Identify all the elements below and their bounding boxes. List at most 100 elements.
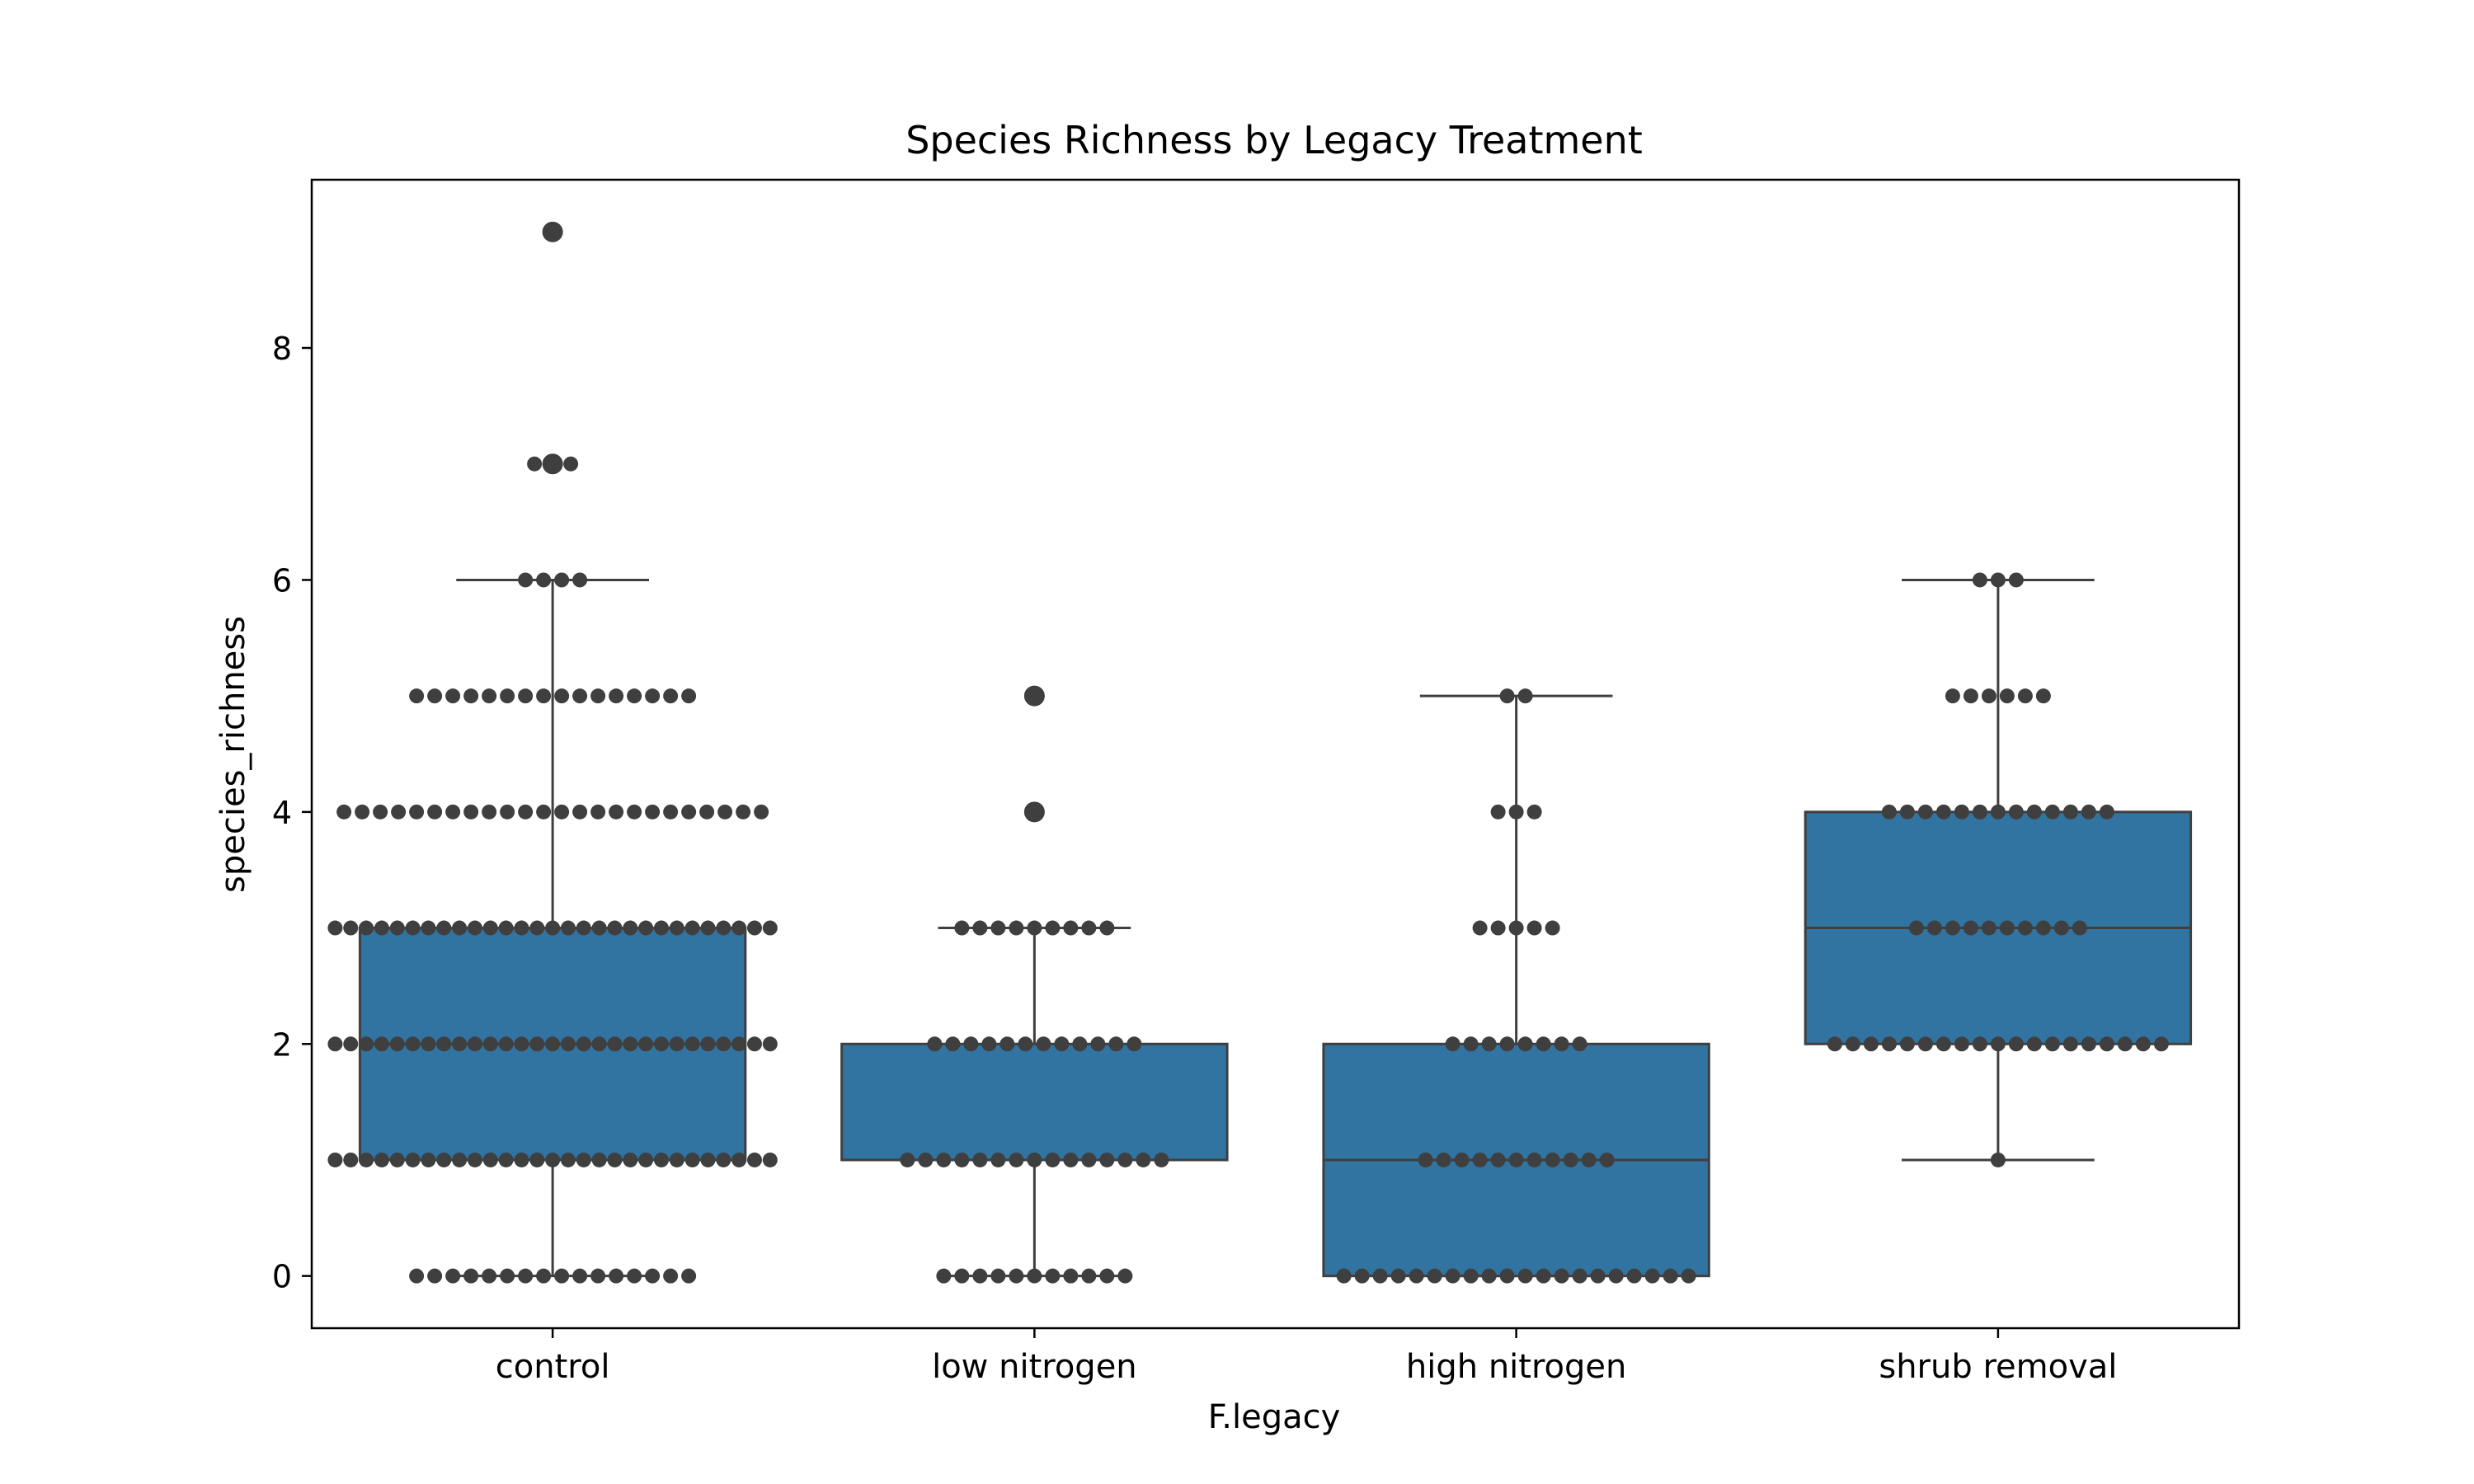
swarm-point [467,1036,482,1052]
swarm-point [638,920,654,936]
swarm-point [746,1152,762,1167]
swarm-point [2099,1036,2114,1052]
plot-frame [310,178,2241,1330]
y-tick-label: 2 [272,1026,292,1063]
swarm-point [1045,920,1061,936]
swarm-point [990,920,1006,936]
box-iqr [840,1042,1229,1162]
swarm-point [2035,688,2051,704]
swarm-point [1045,1152,1061,1167]
swarm-point [945,1036,961,1052]
swarm-point [1454,1152,1470,1167]
swarm-point [545,920,561,936]
swarm-point [2026,804,2042,819]
swarm-point [1027,804,1042,819]
swarm-point [500,1268,515,1284]
swarm-point [2035,920,2051,936]
swarm-point [1418,1152,1433,1167]
swarm-point [1536,1036,1551,1052]
swarm-point [2017,688,2033,704]
swarm-point [1954,1036,1969,1052]
swarm-point [591,920,607,936]
swarm-point [2081,804,2096,819]
swarm-point [1945,688,1960,704]
swarm-point [645,804,661,819]
x-axis: control low nitrogen high nitrogen shrub re… [496,1328,2117,1386]
swarm-point [576,920,591,936]
swarm-point [560,920,576,936]
y-tick-label: 4 [272,795,292,831]
swarm-point [327,1152,343,1167]
swarm-point [981,1036,997,1052]
swarm-point [427,688,443,704]
swarm-point [1917,1036,1933,1052]
swarm-point [389,1152,405,1167]
swarm-point [2153,1036,2169,1052]
swarm-point [327,1036,343,1052]
swarm-point [1881,1036,1897,1052]
swarm-point [1009,920,1024,936]
swarm-point [1517,1036,1533,1052]
swarm-point [990,1152,1006,1167]
swarm-point [359,1036,374,1052]
swarm-point [1081,1268,1097,1284]
swarm-point [529,1036,545,1052]
x-tick-label: shrub removal [1879,1348,2117,1386]
swarm-point [1063,920,1079,936]
swarm-point [359,1152,374,1167]
swarm-point [427,804,443,819]
swarm-point [681,1268,697,1284]
swarm-point [1990,804,2006,819]
swarm-point [1517,1268,1533,1284]
swarm-point [482,688,497,704]
swarm-point [1099,1268,1115,1284]
swarm-point [1581,1152,1597,1167]
swarm-point [1090,1036,1106,1052]
swarm-point [2044,1036,2060,1052]
swarm-point [1045,1268,1061,1284]
swarm-point [1372,1268,1388,1284]
swarm-point [529,1152,545,1167]
swarm-point [409,804,425,819]
swarm-point [1390,1268,1406,1284]
swarm-point [607,1036,623,1052]
swarm-point [1490,804,1506,819]
swarm-point [1981,688,1997,704]
box-group [1804,578,2193,1162]
swarm-point [972,1152,988,1167]
x-axis-label: F.legacy [1208,1398,1341,1436]
swarm-point [572,572,588,588]
swarm-point [936,1268,952,1284]
swarm-point [700,1152,716,1167]
swarm-point [645,1268,661,1284]
swarm-point [536,1268,552,1284]
swarm-point [514,1036,529,1052]
swarm-point [954,1152,970,1167]
swarm-point [746,1036,762,1052]
swarm-point [1599,1152,1615,1167]
swarm-point [700,920,716,936]
swarm-point [554,804,570,819]
swarm-point [518,804,534,819]
swarm-point [482,1268,497,1284]
swarm-point [536,688,552,704]
swarm-point [1490,920,1506,936]
swarm-point [498,1036,514,1052]
swarm-point [1963,688,1978,704]
swarm-point [1590,1268,1606,1284]
chart-title: Species Richness by Legacy Treatment [905,118,1643,162]
swarm-point [609,688,624,704]
swarm-point [936,1152,952,1167]
swarm-point [482,804,497,819]
swarm-point [2062,1036,2078,1052]
swarm-point [2081,1036,2096,1052]
swarm-point [563,456,579,472]
swarm-point [2044,804,2060,819]
box-group [1322,694,1710,1278]
swarm-point [669,1036,684,1052]
swarm-point [1063,1152,1079,1167]
swarm-point [467,1152,482,1167]
swarm-point [1572,1036,1587,1052]
swarm-point [663,804,679,819]
swarm-point [343,920,359,936]
